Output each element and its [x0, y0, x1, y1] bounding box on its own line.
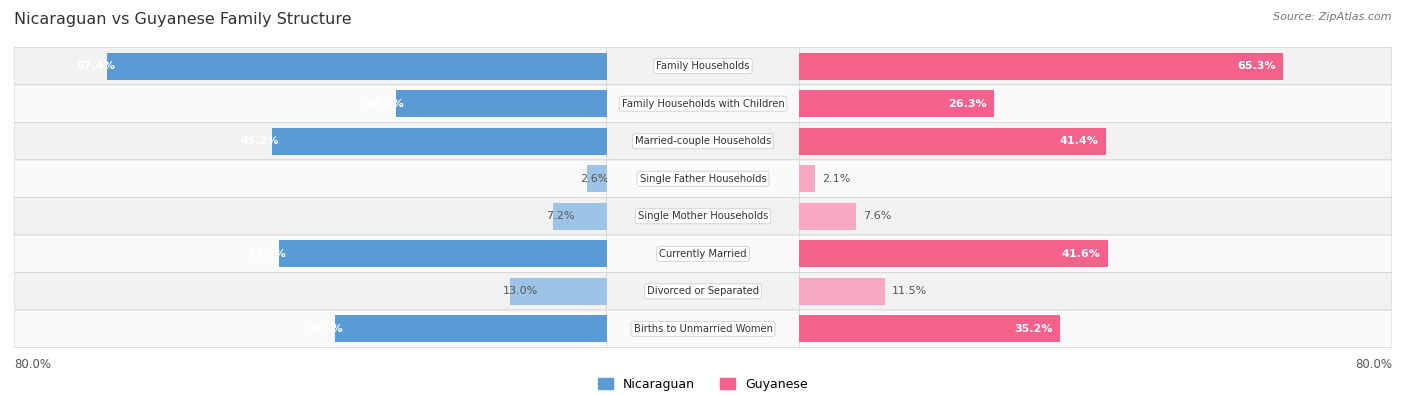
Text: 67.4%: 67.4% [76, 61, 115, 71]
Bar [800, 278, 884, 305]
Text: 44.2%: 44.2% [247, 249, 287, 259]
Bar [800, 90, 994, 117]
FancyBboxPatch shape [606, 198, 800, 235]
FancyBboxPatch shape [606, 85, 800, 122]
FancyBboxPatch shape [14, 160, 606, 198]
FancyBboxPatch shape [14, 198, 606, 235]
FancyBboxPatch shape [14, 47, 606, 85]
Bar [800, 315, 1060, 342]
Text: Divorced or Separated: Divorced or Separated [647, 286, 759, 296]
Text: 2.6%: 2.6% [579, 174, 609, 184]
FancyBboxPatch shape [800, 273, 1392, 310]
Text: 41.4%: 41.4% [1060, 136, 1098, 146]
Text: Family Households: Family Households [657, 61, 749, 71]
FancyBboxPatch shape [800, 47, 1392, 85]
FancyBboxPatch shape [14, 235, 606, 273]
Text: 7.6%: 7.6% [863, 211, 891, 221]
Text: 35.2%: 35.2% [1014, 324, 1053, 334]
Text: Single Father Households: Single Father Households [640, 174, 766, 184]
Bar [553, 203, 606, 230]
Bar [800, 53, 1284, 80]
Bar [271, 128, 606, 155]
Legend: Nicaraguan, Guyanese: Nicaraguan, Guyanese [598, 378, 808, 391]
Text: 80.0%: 80.0% [14, 358, 51, 371]
Text: 65.3%: 65.3% [1237, 61, 1275, 71]
Bar [336, 315, 606, 342]
Text: 13.0%: 13.0% [503, 286, 538, 296]
FancyBboxPatch shape [800, 85, 1392, 122]
FancyBboxPatch shape [606, 235, 800, 273]
Bar [800, 240, 1108, 267]
Text: 41.6%: 41.6% [1062, 249, 1099, 259]
Text: Married-couple Households: Married-couple Households [636, 136, 770, 146]
FancyBboxPatch shape [606, 160, 800, 198]
Bar [396, 90, 606, 117]
FancyBboxPatch shape [606, 47, 800, 85]
FancyBboxPatch shape [800, 235, 1392, 273]
FancyBboxPatch shape [800, 122, 1392, 160]
Text: 7.2%: 7.2% [546, 211, 574, 221]
FancyBboxPatch shape [800, 198, 1392, 235]
FancyBboxPatch shape [14, 310, 606, 348]
FancyBboxPatch shape [14, 85, 606, 122]
Text: Nicaraguan vs Guyanese Family Structure: Nicaraguan vs Guyanese Family Structure [14, 12, 352, 27]
FancyBboxPatch shape [800, 160, 1392, 198]
Text: Family Households with Children: Family Households with Children [621, 99, 785, 109]
FancyBboxPatch shape [14, 273, 606, 310]
Text: 80.0%: 80.0% [1355, 358, 1392, 371]
FancyBboxPatch shape [606, 310, 800, 348]
FancyBboxPatch shape [14, 122, 606, 160]
Text: Currently Married: Currently Married [659, 249, 747, 259]
Text: 28.4%: 28.4% [366, 99, 404, 109]
Text: 26.3%: 26.3% [948, 99, 987, 109]
Bar [800, 128, 1107, 155]
FancyBboxPatch shape [606, 273, 800, 310]
FancyBboxPatch shape [800, 310, 1392, 348]
Text: Births to Unmarried Women: Births to Unmarried Women [634, 324, 772, 334]
Bar [280, 240, 606, 267]
Text: Source: ZipAtlas.com: Source: ZipAtlas.com [1274, 12, 1392, 22]
Bar [107, 53, 606, 80]
Bar [800, 165, 815, 192]
Text: 2.1%: 2.1% [823, 174, 851, 184]
Bar [510, 278, 606, 305]
Text: 45.2%: 45.2% [240, 136, 280, 146]
Text: 11.5%: 11.5% [891, 286, 928, 296]
Bar [800, 203, 856, 230]
Text: 36.6%: 36.6% [304, 324, 343, 334]
FancyBboxPatch shape [606, 122, 800, 160]
Text: Single Mother Households: Single Mother Households [638, 211, 768, 221]
Bar [588, 165, 606, 192]
